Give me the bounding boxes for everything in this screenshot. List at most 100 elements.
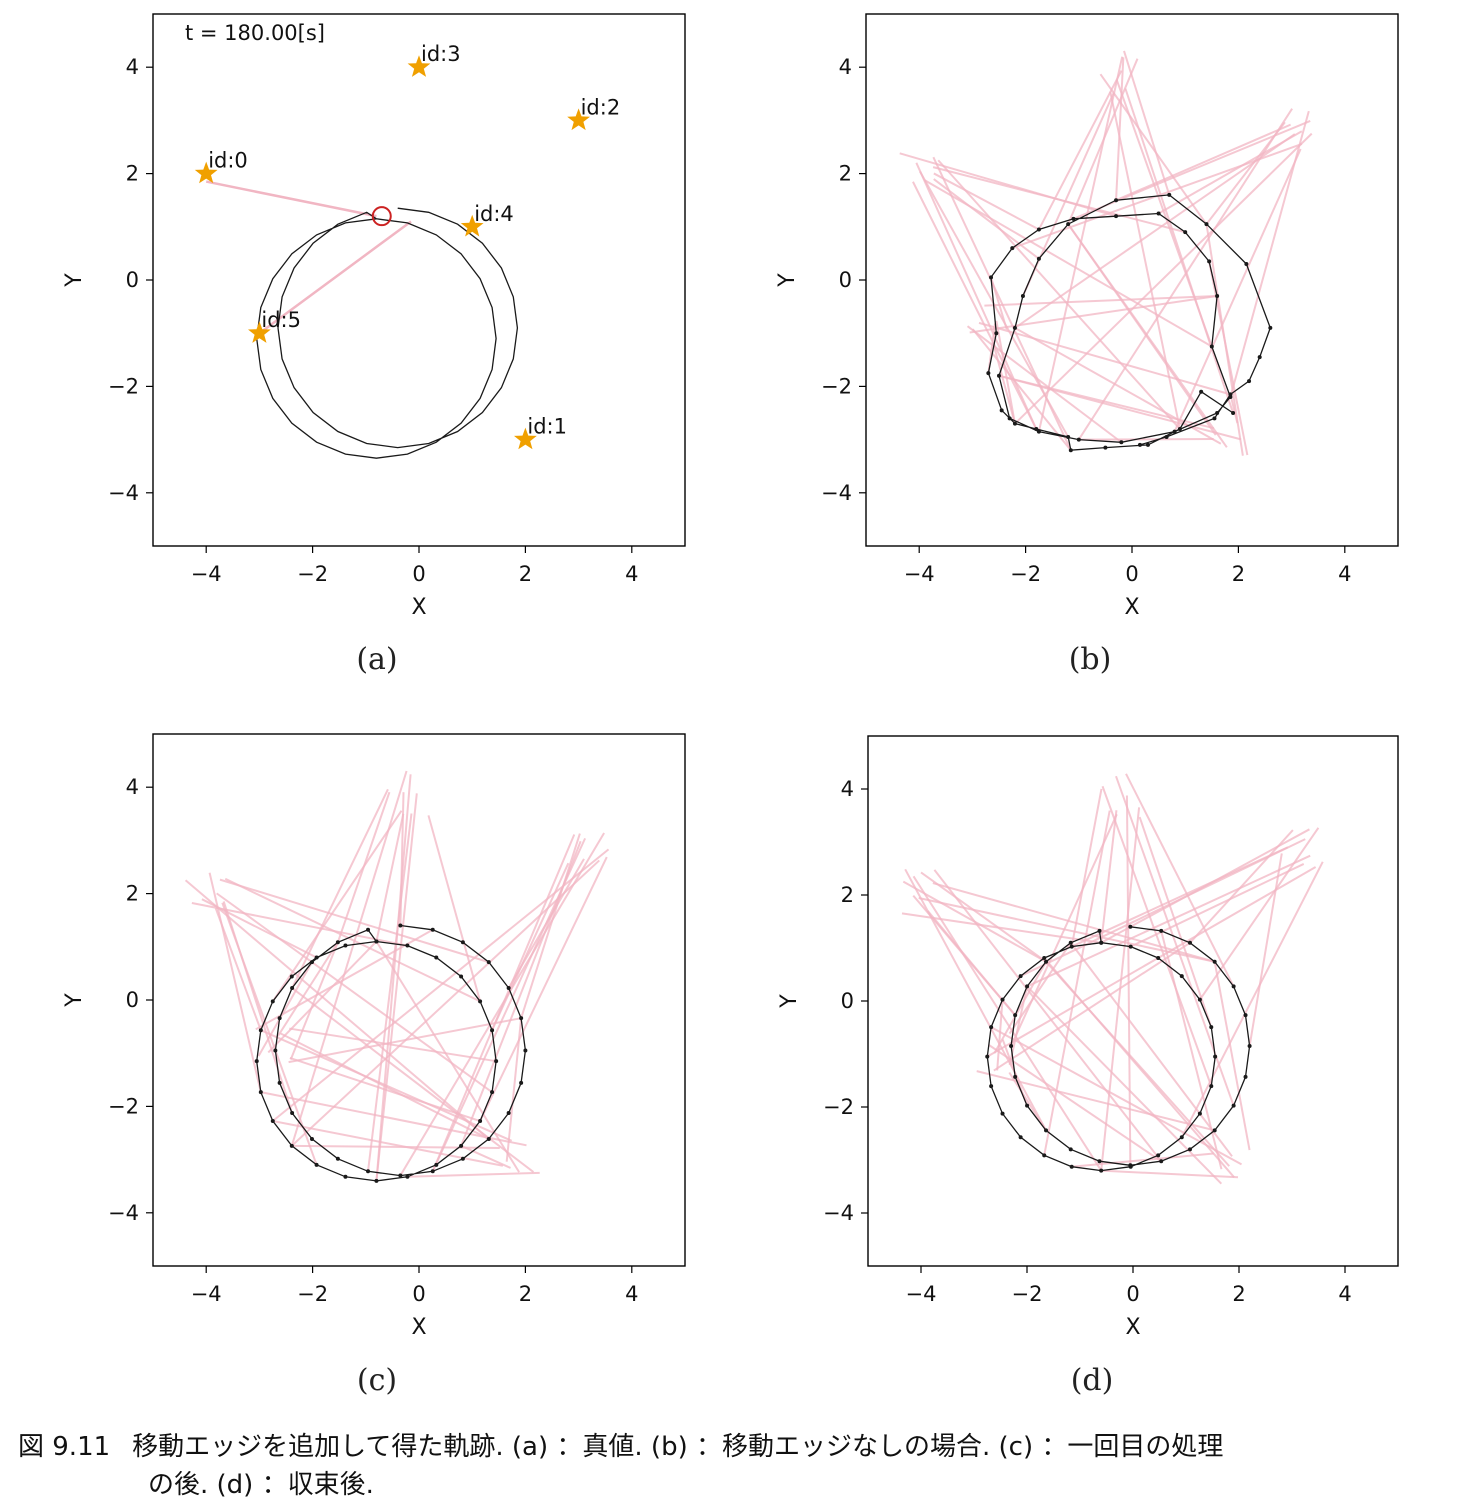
y-axis-label: Y: [62, 993, 87, 1008]
landmark-star: [567, 108, 590, 131]
plot-area-a: [205, 180, 519, 459]
y-tick-label: −2: [823, 1095, 854, 1119]
trajectory-point: [1066, 434, 1071, 439]
observation-edge: [1229, 110, 1310, 398]
trajectory-point: [459, 1143, 464, 1148]
trajectory-point: [258, 1028, 263, 1033]
observation-edge: [271, 810, 403, 1002]
plot-frame: [152, 13, 686, 547]
trajectory-point: [1025, 1103, 1030, 1108]
trajectory-point: [398, 923, 403, 928]
panel-label: (b): [1069, 642, 1112, 677]
trajectory-point: [1114, 198, 1119, 203]
trajectory-point: [997, 373, 1001, 378]
trajectory-point: [989, 275, 994, 280]
y-axis-label: Y: [775, 273, 800, 288]
x-tick-label: −4: [906, 1282, 937, 1306]
observation-edge: [431, 834, 576, 1172]
trajectory-point: [366, 1169, 371, 1174]
x-tick-label: 4: [625, 562, 638, 586]
x-tick-label: 0: [412, 562, 425, 586]
trajectory-point: [1231, 411, 1236, 415]
observation-edge: [992, 342, 1016, 424]
landmark-label: id:5: [261, 308, 301, 332]
observation-edge: [932, 166, 1186, 234]
trajectory-point: [270, 999, 275, 1004]
time-annotation: t = 180.00[s]: [185, 21, 325, 45]
trajectory-point: [1000, 1111, 1005, 1116]
trajectory-point: [986, 371, 991, 376]
observation-edge: [1037, 56, 1124, 432]
observation-edge: [1099, 73, 1208, 225]
x-tick-label: −4: [191, 1282, 222, 1306]
observation-edge: [1008, 1071, 1047, 1131]
x-axis-label: X: [411, 595, 426, 620]
trajectory-point: [494, 1059, 499, 1064]
trajectory-point: [1209, 344, 1214, 349]
trajectory-point: [1228, 392, 1233, 397]
trajectory-point: [1212, 416, 1217, 421]
observation-edge: [902, 880, 1047, 963]
trajectory-point: [989, 1084, 994, 1089]
x-tick-label: −2: [1012, 1282, 1043, 1306]
trajectory-point: [1012, 421, 1017, 426]
trajectory-point: [1020, 293, 1025, 298]
chart-panel-c: −4 −2 0 2 4 −4 −2 0 2 4 X Y (c): [62, 733, 686, 1398]
x-axis-label: X: [1125, 1315, 1140, 1340]
observation-edge: [988, 1043, 1162, 1163]
trajectory-point: [1119, 440, 1124, 445]
trajectory-point: [1068, 448, 1073, 453]
observation-edge: [1100, 810, 1118, 943]
trajectory-point: [1042, 1153, 1047, 1158]
trajectory-point: [1099, 940, 1104, 945]
observation-edge: [407, 1171, 540, 1178]
trajectory-point: [1009, 1044, 1014, 1049]
landmark-star: [248, 321, 271, 343]
panel-label: (d): [1071, 1363, 1114, 1398]
trajectory-point: [270, 1119, 275, 1124]
observation-edge: [1180, 861, 1324, 1138]
y-tick-label: −2: [108, 1094, 139, 1118]
landmark-label: id:0: [208, 149, 248, 173]
trajectory-point: [478, 1119, 483, 1124]
trajectory-point: [490, 1090, 495, 1095]
observation-edge: [224, 877, 481, 1003]
trajectory-point: [1199, 389, 1204, 394]
observation-edge: [1014, 132, 1313, 425]
trajectory-point: [1013, 1013, 1018, 1018]
trajectory-point: [994, 331, 999, 336]
observation-edge: [1010, 813, 1118, 1047]
observation-edge: [219, 878, 490, 964]
trajectory-point: [314, 955, 319, 960]
observation-edge: [966, 325, 1122, 444]
x-tick-label: −4: [191, 562, 222, 586]
plot-area-d: [901, 773, 1324, 1185]
trajectory-point: [430, 1169, 435, 1174]
trajectory-point: [506, 986, 511, 991]
trajectory-point: [523, 1048, 528, 1053]
y-tick-label: −2: [108, 374, 139, 398]
observation-edge: [1125, 773, 1235, 987]
chart-panel-d: −4 −2 0 2 4 −4 −2 0 2 4 X Y (d): [777, 735, 1399, 1398]
observation-edge: [277, 941, 339, 1037]
y-tick-label: −4: [108, 481, 139, 505]
observation-edge: [933, 869, 1163, 1162]
trajectory-point: [1187, 1147, 1192, 1152]
x-tick-label: −2: [1010, 562, 1041, 586]
trajectory-point: [289, 974, 294, 979]
trajectory-point: [343, 943, 348, 948]
observation-edge: [1043, 957, 1235, 1178]
trajectory-point: [1071, 216, 1076, 221]
landmark-label: id:2: [581, 95, 621, 119]
trajectory-point: [374, 1178, 379, 1183]
panel-label: (a): [356, 642, 397, 677]
observation-edge: [995, 320, 1016, 424]
landmark-label: id:1: [527, 415, 567, 439]
observation-edge: [1069, 942, 1233, 1157]
trajectory-point: [1197, 997, 1202, 1002]
trajectory-point: [1018, 974, 1023, 979]
observation-edge: [375, 774, 412, 1181]
observation-edge: [1213, 961, 1251, 1151]
trajectory-point: [1145, 442, 1150, 447]
landmark-label: id:3: [421, 42, 461, 66]
